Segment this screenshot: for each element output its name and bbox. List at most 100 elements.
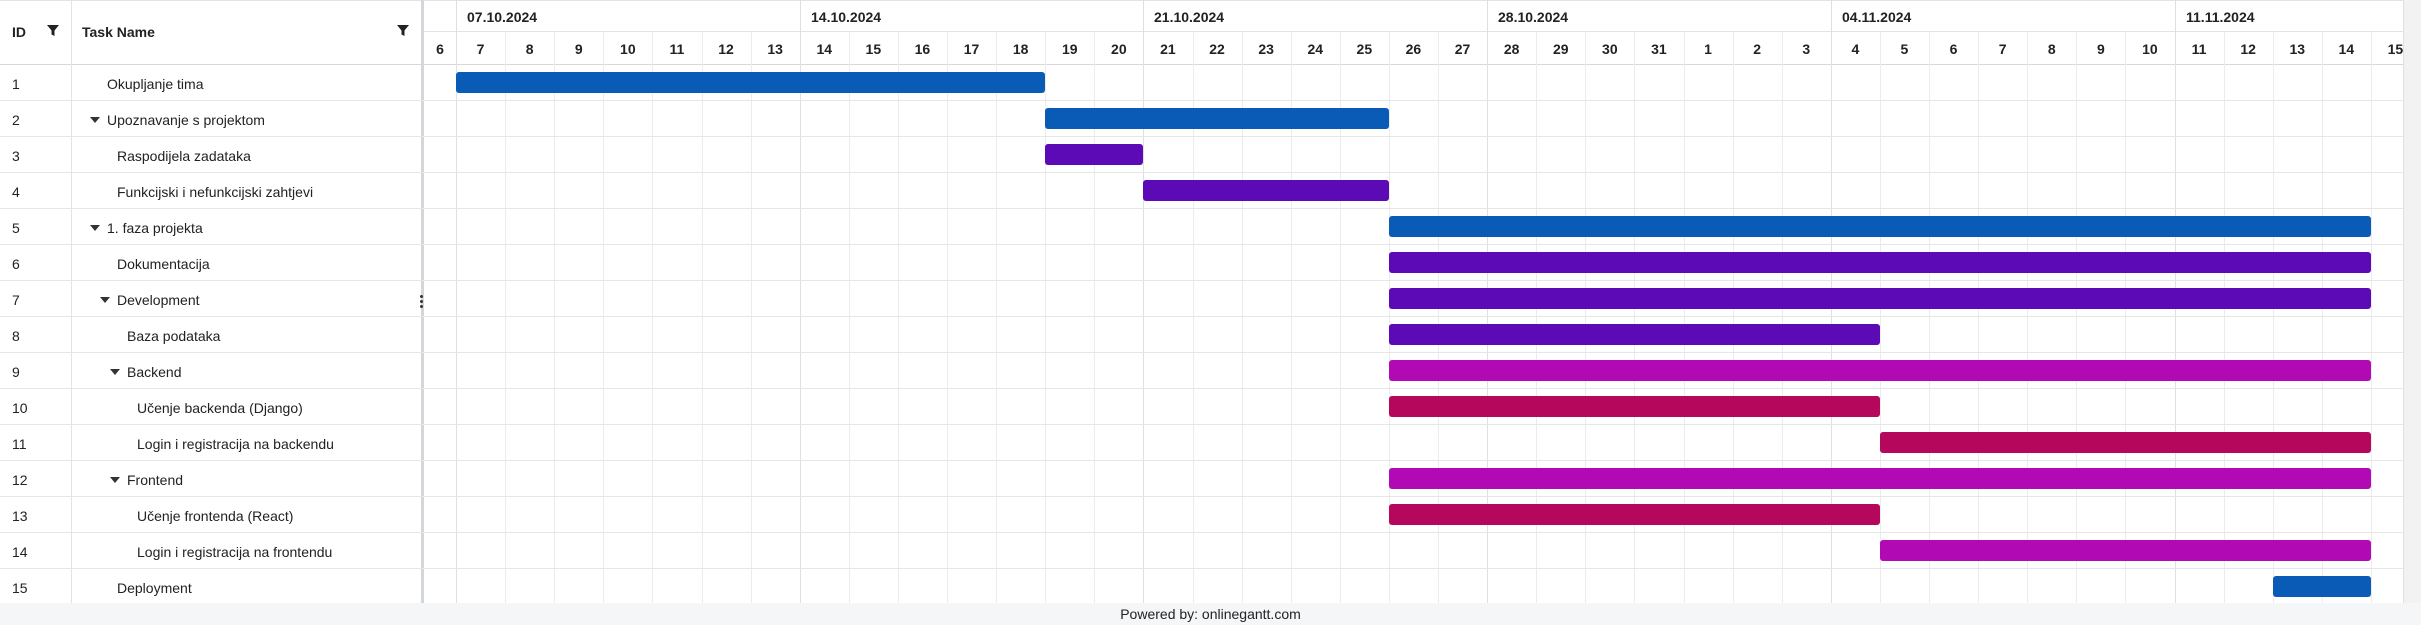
collapse-caret-icon[interactable] xyxy=(90,225,100,231)
day-label: 26 xyxy=(1405,41,1422,57)
collapse-caret-icon[interactable] xyxy=(100,297,110,303)
footer: Powered by: onlinegantt.com xyxy=(0,603,2421,625)
task-id: 9 xyxy=(12,364,20,380)
day-divider xyxy=(751,32,752,603)
task-name: Okupljanje tima xyxy=(107,76,204,92)
row-divider xyxy=(0,172,2403,173)
day-divider xyxy=(1291,32,1292,603)
task-bar[interactable] xyxy=(1389,360,2371,381)
task-bar[interactable] xyxy=(1880,432,2371,453)
week-label: 11.11.2024 xyxy=(2186,9,2255,25)
task-row[interactable]: 10 Učenje backenda (Django) xyxy=(0,389,421,425)
task-id: 5 xyxy=(12,220,20,236)
task-name: Baza podataka xyxy=(127,328,221,344)
task-row[interactable]: 7 Development xyxy=(0,281,421,317)
task-row[interactable]: 8 Baza podataka xyxy=(0,317,421,353)
task-bar[interactable] xyxy=(1389,252,2371,273)
day-divider xyxy=(2027,32,2028,603)
task-row[interactable]: 15 Deployment xyxy=(0,569,421,605)
day-divider xyxy=(1094,32,1095,603)
day-divider xyxy=(554,32,555,603)
day-divider xyxy=(1733,32,1734,603)
id-filter-icon[interactable] xyxy=(47,25,59,37)
day-label: 10 xyxy=(620,41,636,57)
day-label: 10 xyxy=(2142,41,2158,57)
day-divider xyxy=(2076,32,2077,603)
task-row[interactable]: 9 Backend xyxy=(0,353,421,389)
day-label: 18 xyxy=(1012,41,1029,57)
task-name: Login i registracija na backendu xyxy=(137,436,334,452)
day-divider xyxy=(603,32,604,603)
day-label: 8 xyxy=(2047,41,2056,57)
day-divider xyxy=(702,32,703,603)
task-id: 8 xyxy=(12,328,20,344)
day-label: 11 xyxy=(669,41,685,57)
day-divider xyxy=(2125,32,2126,603)
row-divider xyxy=(0,280,2403,281)
day-label: 24 xyxy=(1307,41,1324,57)
id-column-separator xyxy=(71,0,72,603)
task-row[interactable]: 12 Frontend xyxy=(0,461,421,497)
day-label: 20 xyxy=(1111,41,1127,57)
task-name: Raspodijela zadataka xyxy=(117,148,251,164)
day-label: 30 xyxy=(1602,41,1618,57)
vertical-scrollbar[interactable] xyxy=(2403,0,2421,603)
day-label: 4 xyxy=(1851,41,1860,57)
day-label: 12 xyxy=(2240,41,2256,57)
week-row-border xyxy=(424,31,2403,32)
task-bar[interactable] xyxy=(1389,504,1880,525)
row-divider xyxy=(0,460,2403,461)
task-name: Frontend xyxy=(127,472,184,488)
day-label: 2 xyxy=(1753,41,1762,57)
task-id: 6 xyxy=(12,256,20,272)
task-id: 15 xyxy=(12,580,28,596)
day-label: 8 xyxy=(525,41,534,57)
task-name: Funkcijski i nefunkcijski zahtjevi xyxy=(117,184,314,200)
day-divider xyxy=(1389,32,1390,603)
task-row[interactable]: 11 Login i registracija na backendu xyxy=(0,425,421,461)
task-name: Login i registracija na frontendu xyxy=(137,544,333,560)
task-bar[interactable] xyxy=(2273,576,2371,597)
task-bar[interactable] xyxy=(1880,540,2371,561)
task-row[interactable]: 3 Raspodijela zadataka xyxy=(0,137,421,173)
task-id: 13 xyxy=(12,508,28,524)
task-bar[interactable] xyxy=(1389,288,2371,309)
collapse-caret-icon[interactable] xyxy=(90,117,100,123)
task-bar[interactable] xyxy=(1143,180,1389,201)
task-row[interactable]: 4 Funkcijski i nefunkcijski zahtjevi xyxy=(0,173,421,209)
task-id: 11 xyxy=(12,436,27,452)
week-label: 28.10.2024 xyxy=(1498,9,1569,25)
day-divider xyxy=(1045,32,1046,603)
task-bar[interactable] xyxy=(1389,324,1880,345)
task-bar[interactable] xyxy=(1389,396,1880,417)
day-divider xyxy=(2322,32,2323,603)
day-divider xyxy=(652,32,653,603)
task-row[interactable]: 6 Dokumentacija xyxy=(0,245,421,281)
collapse-caret-icon[interactable] xyxy=(110,477,120,483)
day-divider xyxy=(1536,32,1537,603)
day-label: 5 xyxy=(1900,41,1909,57)
day-label: 7 xyxy=(1998,41,2007,57)
day-label: 29 xyxy=(1552,41,1569,57)
task-row[interactable]: 5 1. faza projekta xyxy=(0,209,421,245)
task-name-filter-icon[interactable] xyxy=(397,25,409,37)
task-row[interactable]: 1 Okupljanje tima xyxy=(0,65,421,101)
task-name: Deployment xyxy=(117,580,192,596)
splitter-handle-icon[interactable] xyxy=(420,295,424,309)
task-bar[interactable] xyxy=(1045,108,1389,129)
task-row[interactable]: 14 Login i registracija na frontendu xyxy=(0,533,421,569)
task-name-column-header: Task Name xyxy=(82,24,155,40)
task-row[interactable]: 2 Upoznavanje s projektom xyxy=(0,101,421,137)
task-bar[interactable] xyxy=(1389,468,2371,489)
day-label: 22 xyxy=(1209,41,1225,57)
day-divider xyxy=(1929,32,1930,603)
task-bar[interactable] xyxy=(1389,216,2371,237)
row-divider xyxy=(0,100,2403,101)
day-label: 14 xyxy=(2338,41,2355,57)
collapse-caret-icon[interactable] xyxy=(110,369,120,375)
task-name: Upoznavanje s projektom xyxy=(107,112,265,128)
task-bar[interactable] xyxy=(456,72,1045,93)
task-row[interactable]: 13 Učenje frontenda (React) xyxy=(0,497,421,533)
task-bar[interactable] xyxy=(1045,144,1143,165)
row-divider xyxy=(0,208,2403,209)
